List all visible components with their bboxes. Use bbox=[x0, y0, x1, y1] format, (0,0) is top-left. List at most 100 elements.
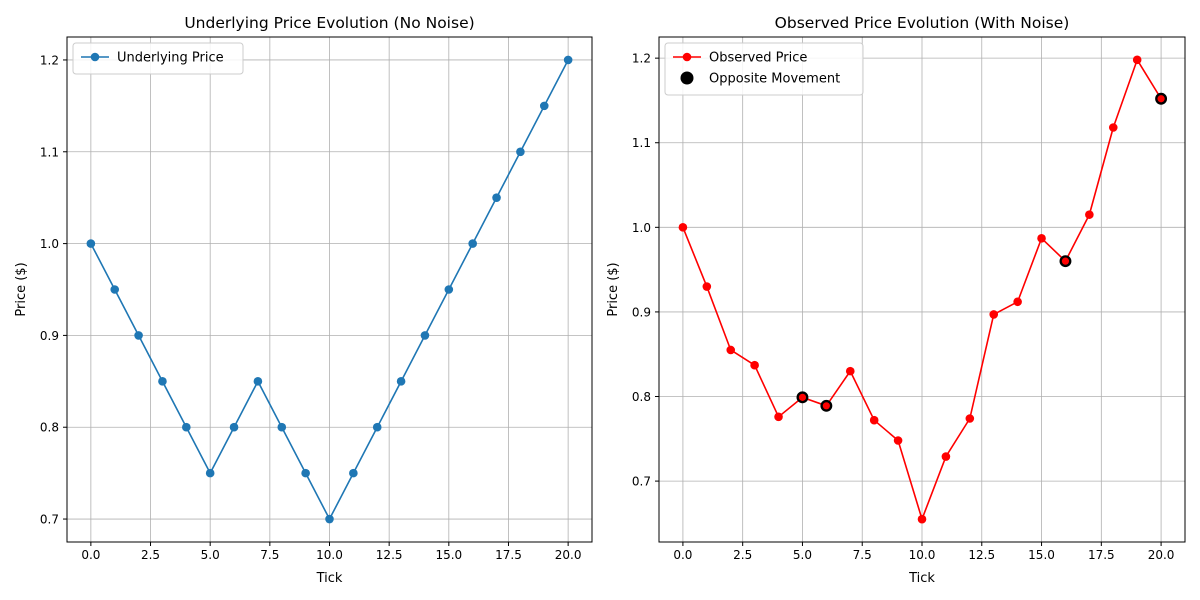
x-tick-label: 2.5 bbox=[733, 548, 752, 562]
x-axis: 0.0 2.5 5.0 7.5 10.0 12.5 15.0 17.5 20.0 bbox=[673, 542, 1174, 562]
data-point bbox=[1013, 297, 1022, 307]
data-point bbox=[539, 101, 549, 111]
legend-entry: Underlying Price bbox=[81, 51, 224, 66]
y-tick-label: 0.8 bbox=[40, 421, 59, 435]
data-point bbox=[325, 514, 334, 524]
y-tick-label: 0.9 bbox=[632, 305, 651, 319]
data-point bbox=[750, 360, 759, 370]
data-point bbox=[1037, 234, 1046, 243]
y-tick-label: 1.2 bbox=[40, 53, 59, 67]
legend-marker-swatch bbox=[680, 71, 694, 85]
data-point bbox=[845, 366, 855, 376]
y-tick-label: 0.9 bbox=[40, 329, 59, 343]
y-tick-label: 1.2 bbox=[632, 52, 651, 66]
data-point bbox=[893, 436, 903, 445]
grid bbox=[659, 37, 1185, 542]
data-point bbox=[110, 285, 120, 294]
x-tick-label: 12.5 bbox=[376, 548, 403, 562]
legend-label: Observed Price bbox=[709, 51, 807, 66]
y-tick-label: 1.1 bbox=[632, 136, 651, 150]
data-point bbox=[869, 415, 879, 425]
x-tick-label: 0.0 bbox=[673, 548, 692, 562]
x-tick-label: 12.5 bbox=[968, 548, 995, 562]
data-point bbox=[989, 310, 999, 319]
x-axis: 0.0 2.5 5.0 7.5 10.0 12.5 15.0 17.5 20.0 bbox=[81, 542, 581, 562]
data-point bbox=[941, 452, 951, 461]
data-point bbox=[420, 331, 430, 340]
data-point bbox=[965, 414, 975, 423]
observed-price-chart: 0.0 2.5 5.0 7.5 10.0 12.5 15.0 17.5 20.00.70.80.… bbox=[606, 14, 1186, 586]
x-axis-label: Tick bbox=[316, 571, 343, 586]
highlighted-data-point bbox=[822, 402, 830, 410]
data-point bbox=[444, 285, 454, 294]
data-point bbox=[678, 223, 688, 232]
legend-entry: Observed Price bbox=[673, 51, 807, 66]
series-underlying-price bbox=[86, 55, 573, 524]
data-point bbox=[1085, 210, 1094, 219]
data-point bbox=[1132, 55, 1142, 65]
y-tick-label: 1.0 bbox=[40, 237, 59, 251]
y-tick-label: 1.0 bbox=[632, 221, 651, 235]
legend-entry: Opposite Movement bbox=[680, 71, 840, 87]
x-tick-label: 17.5 bbox=[495, 548, 522, 562]
x-tick-label: 5.0 bbox=[793, 548, 812, 562]
x-tick-label: 5.0 bbox=[201, 548, 220, 562]
data-point bbox=[396, 377, 406, 386]
legend-marker-swatch bbox=[90, 52, 100, 62]
data-point bbox=[182, 422, 191, 432]
x-tick-label: 15.0 bbox=[1028, 548, 1055, 562]
y-tick-label: 0.7 bbox=[40, 513, 59, 527]
data-point bbox=[372, 422, 382, 432]
data-point bbox=[468, 239, 477, 248]
y-tick-label: 0.7 bbox=[632, 475, 651, 489]
data-point bbox=[1108, 123, 1118, 132]
x-tick-label: 0.0 bbox=[81, 548, 100, 562]
data-point bbox=[774, 412, 783, 422]
data-point bbox=[158, 377, 167, 386]
x-axis-label: Tick bbox=[908, 571, 935, 586]
legend-label: Underlying Price bbox=[117, 51, 224, 66]
y-tick-label: 1.1 bbox=[40, 145, 59, 159]
y-axis-label: Price ($) bbox=[14, 262, 29, 316]
y-axis: 0.7 0.8 0.9 1.0 1.1 1.2 bbox=[632, 52, 659, 489]
data-point bbox=[516, 147, 525, 157]
y-axis: 0.7 0.8 0.9 1.0 1.1 1.2 bbox=[40, 53, 67, 527]
data-point bbox=[253, 377, 263, 386]
data-point bbox=[229, 422, 239, 432]
data-point bbox=[205, 468, 215, 478]
highlighted-data-point bbox=[798, 393, 807, 401]
highlighted-data-point bbox=[1157, 95, 1165, 103]
data-point bbox=[702, 282, 712, 291]
data-point bbox=[917, 514, 927, 524]
x-tick-label: 10.0 bbox=[316, 548, 343, 562]
y-tick-label: 0.8 bbox=[632, 390, 651, 404]
data-point bbox=[349, 468, 358, 478]
highlighted-data-point bbox=[1061, 257, 1070, 265]
series-opposite-movement bbox=[796, 92, 1168, 412]
y-axis-label: Price ($) bbox=[606, 262, 621, 316]
x-tick-label: 20.0 bbox=[1148, 548, 1175, 562]
chart-title: Underlying Price Evolution (No Noise) bbox=[184, 14, 474, 32]
chart-title: Observed Price Evolution (With Noise) bbox=[775, 14, 1070, 32]
data-point bbox=[134, 331, 143, 340]
legend-box bbox=[72, 42, 244, 75]
x-tick-label: 20.0 bbox=[555, 548, 582, 562]
data-point bbox=[301, 468, 310, 478]
data-point bbox=[726, 345, 736, 355]
data-point bbox=[86, 239, 96, 248]
x-tick-label: 17.5 bbox=[1088, 548, 1115, 562]
legend-label: Opposite Movement bbox=[709, 72, 840, 87]
x-tick-label: 10.0 bbox=[909, 548, 936, 562]
x-tick-label: 15.0 bbox=[435, 548, 462, 562]
legend-box bbox=[664, 42, 864, 96]
data-point bbox=[563, 55, 573, 65]
legend: Observed Price Opposite Movement bbox=[664, 42, 864, 96]
legend: Underlying Price bbox=[72, 42, 244, 75]
x-tick-label: 7.5 bbox=[260, 548, 279, 562]
x-tick-label: 2.5 bbox=[141, 548, 160, 562]
legend-marker-swatch bbox=[682, 52, 692, 62]
x-tick-label: 7.5 bbox=[853, 548, 872, 562]
data-point bbox=[277, 422, 287, 432]
underlying-price-chart: 0.0 2.5 5.0 7.5 10.0 12.5 15.0 17.5 20.00.70.80.… bbox=[14, 14, 593, 586]
